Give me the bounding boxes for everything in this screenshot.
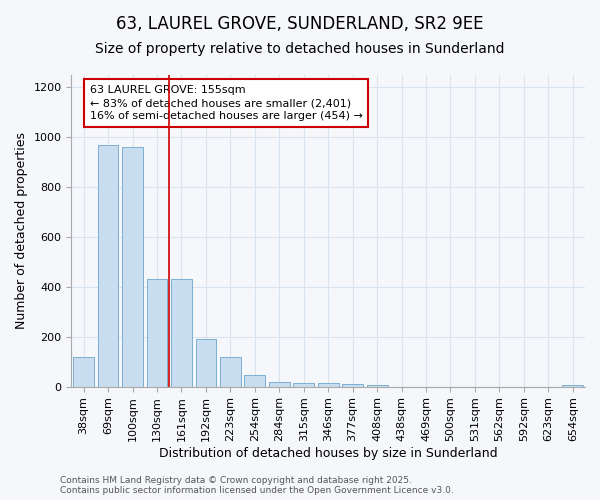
Text: 63, LAUREL GROVE, SUNDERLAND, SR2 9EE: 63, LAUREL GROVE, SUNDERLAND, SR2 9EE — [116, 15, 484, 33]
Bar — [269, 382, 290, 386]
Bar — [171, 280, 192, 386]
Bar — [220, 356, 241, 386]
Bar — [318, 383, 338, 386]
Bar — [146, 280, 167, 386]
Bar — [98, 145, 118, 386]
Text: 63 LAUREL GROVE: 155sqm
← 83% of detached houses are smaller (2,401)
16% of semi: 63 LAUREL GROVE: 155sqm ← 83% of detache… — [90, 85, 362, 122]
Bar — [293, 383, 314, 386]
Bar — [196, 339, 217, 386]
Y-axis label: Number of detached properties: Number of detached properties — [15, 132, 28, 330]
X-axis label: Distribution of detached houses by size in Sunderland: Distribution of detached houses by size … — [159, 447, 497, 460]
Text: Contains public sector information licensed under the Open Government Licence v3: Contains public sector information licen… — [60, 486, 454, 495]
Text: Size of property relative to detached houses in Sunderland: Size of property relative to detached ho… — [95, 42, 505, 56]
Bar — [244, 376, 265, 386]
Bar — [122, 148, 143, 386]
Bar — [342, 384, 363, 386]
Text: Contains HM Land Registry data © Crown copyright and database right 2025.: Contains HM Land Registry data © Crown c… — [60, 476, 412, 485]
Bar — [73, 356, 94, 386]
